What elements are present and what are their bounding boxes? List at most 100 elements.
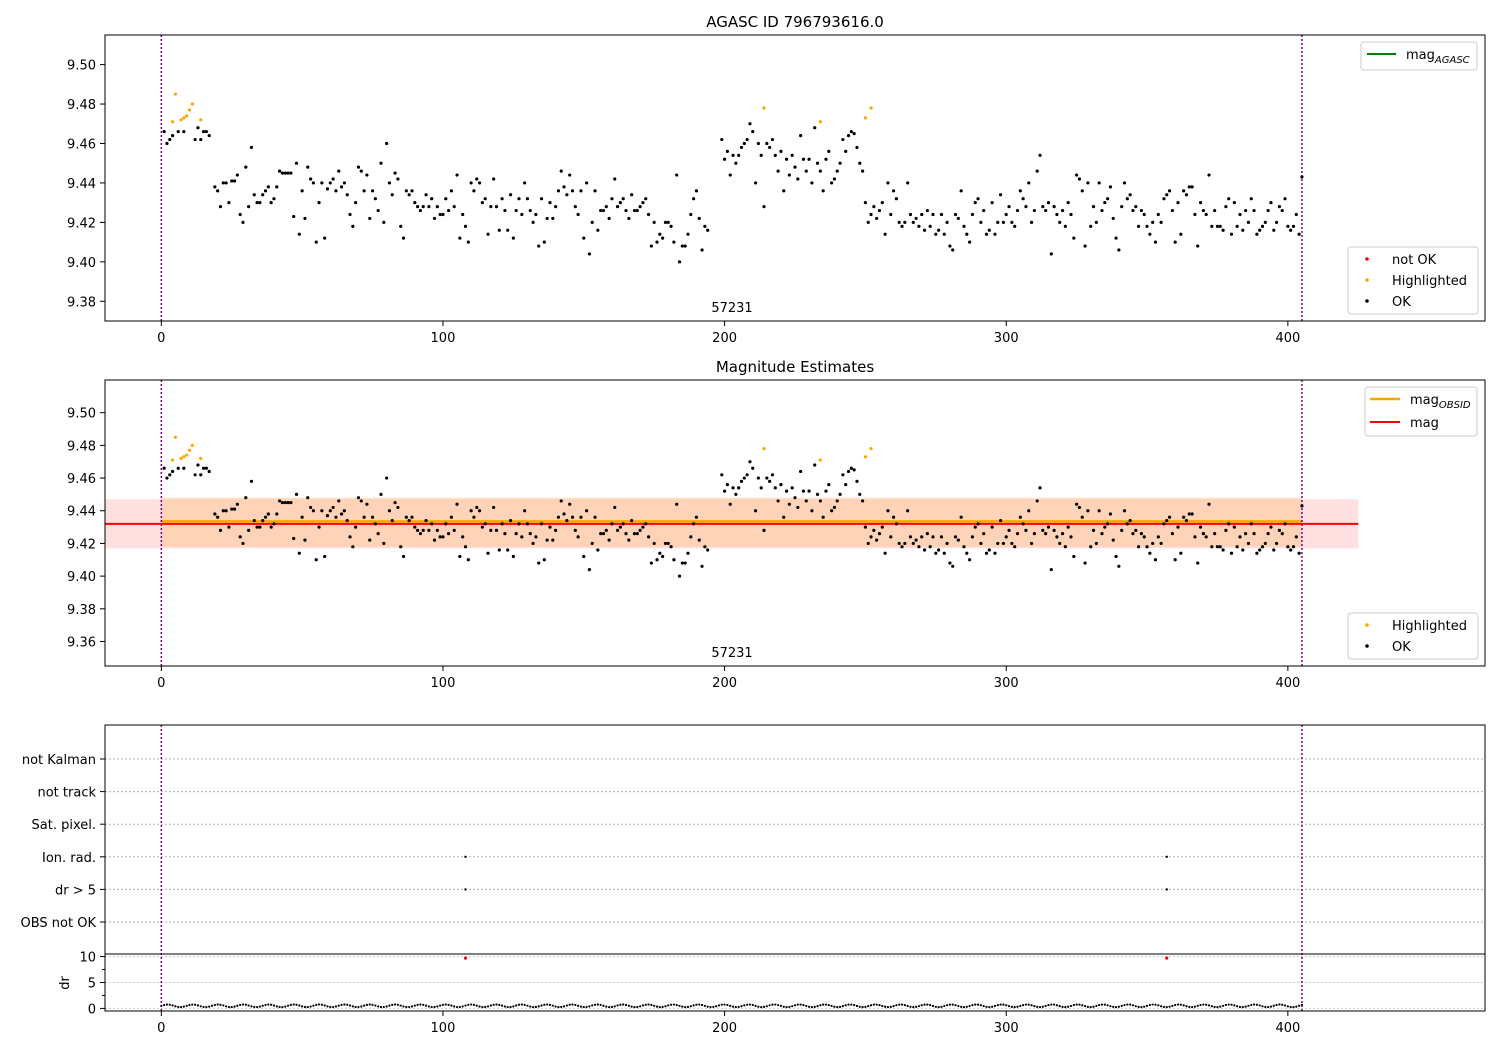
dr-point bbox=[1134, 1005, 1137, 1008]
ok-point bbox=[824, 489, 828, 493]
panel-mag-legend-lower: Highlighted OK bbox=[1347, 612, 1479, 660]
dr-point bbox=[1078, 1003, 1081, 1006]
dr-point bbox=[1199, 1003, 1202, 1007]
ok-point bbox=[827, 149, 831, 153]
ok-point bbox=[911, 220, 915, 224]
x-tick-label: 400 bbox=[1275, 676, 1300, 691]
ok-point bbox=[497, 548, 501, 552]
highlighted-point bbox=[199, 456, 203, 461]
dr-point bbox=[371, 1003, 374, 1006]
dr-tick-label: 5 bbox=[88, 977, 96, 992]
dr-point bbox=[177, 1005, 180, 1009]
ok-point bbox=[604, 205, 608, 209]
dr-point bbox=[605, 1005, 608, 1008]
ok-point bbox=[1244, 532, 1248, 536]
ok-point bbox=[1198, 525, 1203, 529]
dr-point bbox=[270, 1003, 273, 1006]
ok-point bbox=[821, 189, 825, 193]
ok-point bbox=[1272, 228, 1276, 232]
ok-point bbox=[872, 528, 876, 532]
ok-point bbox=[1255, 551, 1259, 555]
ok-point bbox=[286, 500, 290, 505]
ok-point bbox=[852, 468, 856, 472]
ok-point bbox=[1103, 525, 1107, 529]
dr-point bbox=[422, 1003, 425, 1006]
ok-point bbox=[554, 205, 558, 209]
dr-point bbox=[1098, 1003, 1101, 1007]
dr-point bbox=[568, 1003, 571, 1006]
ok-point bbox=[858, 492, 862, 496]
ok-point bbox=[362, 515, 366, 519]
ok-point bbox=[1227, 197, 1231, 201]
dr-point bbox=[703, 1004, 706, 1007]
ok-point bbox=[1176, 525, 1180, 529]
ok-point bbox=[579, 515, 583, 519]
ok-point bbox=[534, 212, 538, 217]
dr-point bbox=[1250, 1003, 1253, 1007]
dr-point bbox=[855, 1004, 859, 1008]
ok-point bbox=[934, 551, 938, 555]
ok-point bbox=[742, 141, 746, 146]
dr-point bbox=[464, 1004, 467, 1007]
ok-point bbox=[956, 538, 960, 542]
ok-point bbox=[517, 197, 521, 201]
ok-point bbox=[1044, 532, 1048, 536]
ok-point bbox=[587, 252, 592, 256]
ok-point bbox=[221, 181, 225, 185]
ok-point bbox=[779, 149, 783, 153]
dr-point bbox=[999, 1003, 1002, 1006]
ok-point bbox=[294, 492, 299, 496]
ok-point bbox=[753, 181, 758, 185]
dr-point bbox=[616, 1004, 619, 1007]
ok-point bbox=[1128, 518, 1132, 523]
ok-point bbox=[1283, 522, 1287, 526]
ok-point bbox=[965, 232, 969, 236]
ok-point bbox=[314, 558, 318, 562]
ok-point bbox=[852, 132, 856, 136]
ok-point bbox=[1072, 236, 1076, 240]
dr-point bbox=[588, 1005, 591, 1008]
ok-point bbox=[830, 181, 834, 185]
ok-point bbox=[700, 564, 704, 568]
dr-point bbox=[655, 1005, 659, 1008]
ok-point bbox=[427, 528, 431, 532]
dr-point bbox=[247, 1004, 250, 1007]
ok-point bbox=[703, 545, 707, 549]
y-tick-label: 9.46 bbox=[67, 472, 96, 487]
ok-point bbox=[469, 509, 473, 513]
ok-point bbox=[568, 502, 572, 506]
ok-point bbox=[765, 476, 769, 480]
ok-point bbox=[232, 179, 237, 183]
ok-point bbox=[1151, 541, 1155, 546]
ok-point bbox=[545, 216, 549, 221]
dr-point bbox=[1033, 1005, 1036, 1008]
dr-point bbox=[1117, 1005, 1120, 1008]
ok-point bbox=[1055, 535, 1059, 539]
ok-point bbox=[463, 545, 468, 549]
ok-point bbox=[494, 205, 499, 209]
dr-point bbox=[661, 1005, 664, 1009]
flag-point bbox=[464, 855, 467, 858]
ok-point bbox=[165, 476, 169, 480]
ok-point bbox=[1004, 212, 1008, 217]
y-tick-label: 9.44 bbox=[67, 505, 96, 520]
dr-point bbox=[1086, 1005, 1089, 1008]
ok-point bbox=[1038, 153, 1042, 157]
ok-point bbox=[948, 561, 952, 565]
dr-point bbox=[199, 1005, 202, 1008]
dr-point bbox=[303, 1005, 307, 1009]
ok-point bbox=[444, 522, 448, 526]
dr-point bbox=[751, 1003, 754, 1007]
flag-label: Sat. pixel. bbox=[32, 818, 96, 833]
ok-point bbox=[1280, 532, 1284, 536]
ok-point bbox=[613, 177, 617, 181]
dr-point bbox=[1292, 1005, 1295, 1009]
dr-point bbox=[610, 1005, 614, 1009]
ok-point bbox=[551, 216, 555, 221]
ok-point bbox=[652, 220, 656, 224]
ok-point bbox=[1215, 224, 1220, 228]
dr-point bbox=[684, 1005, 687, 1009]
ok-point bbox=[1122, 181, 1127, 185]
ok-point bbox=[920, 535, 924, 539]
ok-point bbox=[455, 173, 459, 177]
